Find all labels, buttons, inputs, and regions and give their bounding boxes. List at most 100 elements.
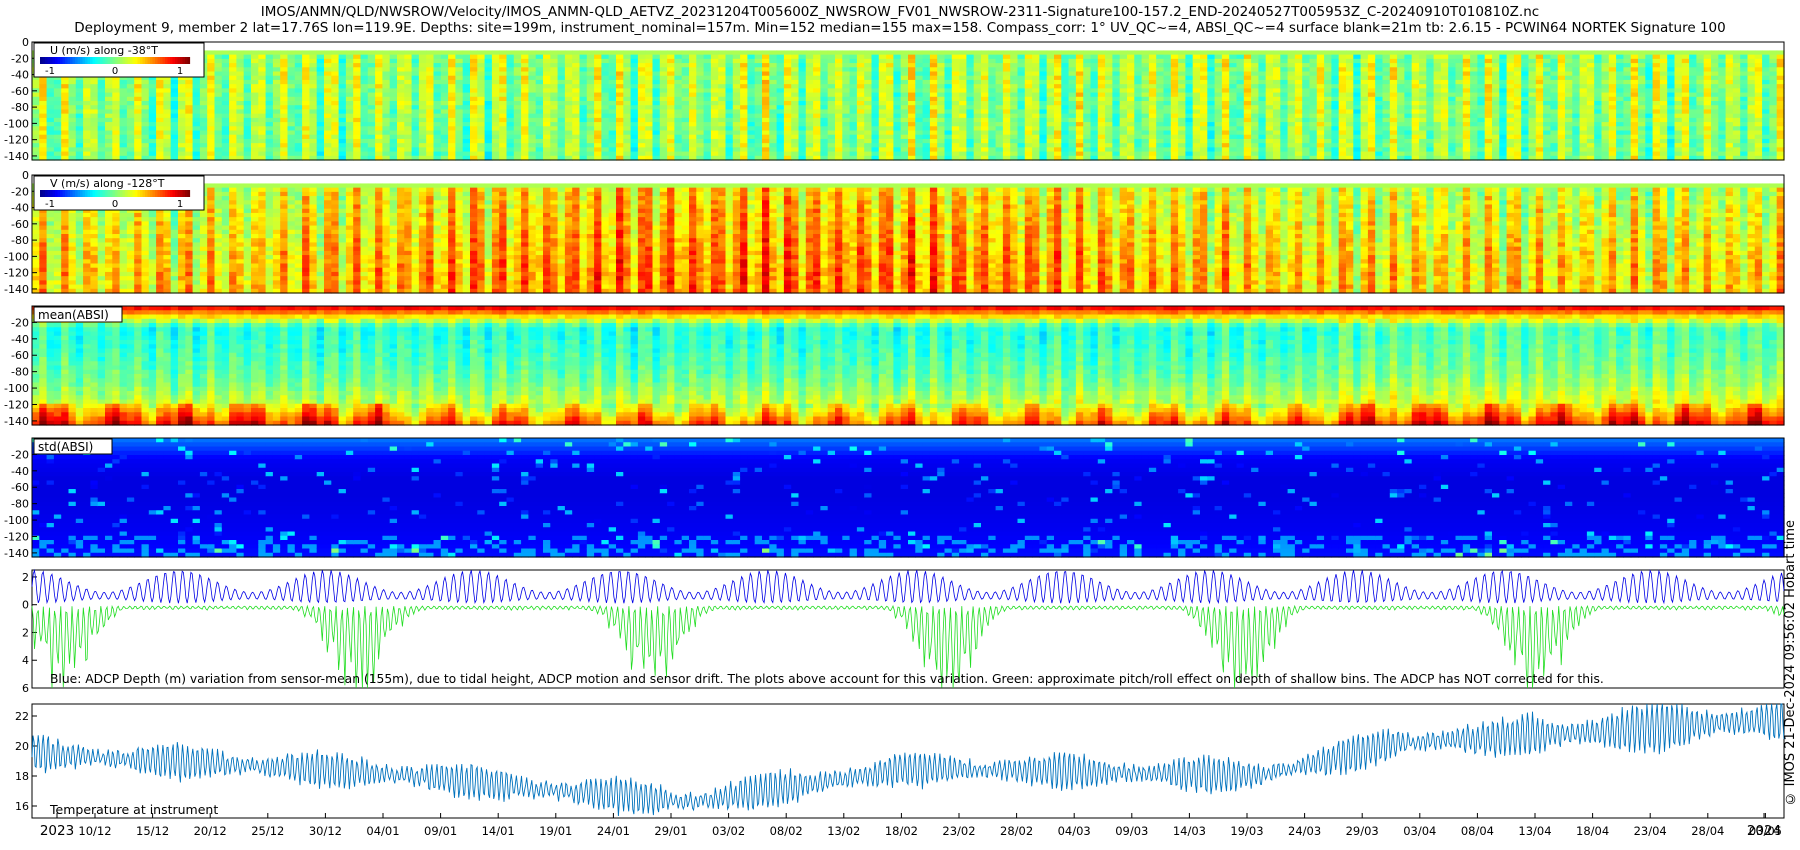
heatmap-cell: [477, 126, 485, 131]
heatmap-cell: [1039, 118, 1047, 123]
heatmap-cell: [565, 126, 573, 131]
heatmap-cell: [777, 93, 785, 98]
heatmap-cell: [623, 67, 631, 72]
heatmap-cell: [799, 152, 807, 157]
heatmap-cell: [32, 135, 40, 140]
heatmap-cell: [674, 63, 682, 68]
heatmap-cell: [1229, 59, 1237, 64]
heatmap-cell: [163, 80, 171, 85]
heatmap-cell: [47, 131, 55, 136]
heatmap-cell: [696, 97, 704, 102]
heatmap-cell: [806, 88, 814, 93]
heatmap-cell: [200, 114, 208, 119]
heatmap-cell: [1331, 139, 1339, 144]
heatmap-cell: [747, 76, 755, 81]
heatmap-cell: [966, 101, 974, 106]
heatmap-cell: [353, 59, 361, 64]
heatmap-cell: [981, 67, 989, 72]
heatmap-cell: [653, 109, 661, 114]
heatmap-cell: [215, 122, 223, 127]
heatmap-cell: [1280, 93, 1288, 98]
heatmap-cell: [1091, 97, 1099, 102]
heatmap-cell: [361, 118, 369, 123]
heatmap-cell: [1295, 109, 1303, 114]
heatmap-cell: [1434, 63, 1442, 68]
heatmap-cell: [105, 114, 113, 119]
heatmap-cell: [244, 114, 252, 119]
heatmap-cell: [244, 109, 252, 114]
heatmap-cell: [251, 80, 259, 85]
heatmap-cell: [112, 131, 120, 136]
heatmap-cell: [1076, 126, 1084, 131]
heatmap-cell: [178, 131, 186, 136]
heatmap-cell: [1193, 67, 1201, 72]
heatmap-cell: [470, 97, 478, 102]
heatmap-cell: [295, 152, 303, 157]
heatmap-cell: [1419, 135, 1427, 140]
heatmap-cell: [616, 55, 624, 60]
heatmap-cell: [966, 105, 974, 110]
heatmap-cell: [90, 109, 98, 114]
heatmap-cell: [280, 109, 288, 114]
heatmap-cell: [616, 131, 624, 136]
heatmap-cell: [1302, 135, 1310, 140]
heatmap-cell: [295, 105, 303, 110]
heatmap-cell: [945, 101, 953, 106]
heatmap-cell: [974, 93, 982, 98]
heatmap-cell: [755, 67, 763, 72]
heatmap-cell: [1185, 139, 1193, 144]
heatmap-cell: [229, 55, 237, 60]
heatmap-cell: [1412, 67, 1420, 72]
heatmap-cell: [1266, 105, 1274, 110]
heatmap-cell: [382, 72, 390, 77]
heatmap-cell: [1361, 67, 1369, 72]
heatmap-cell: [331, 80, 339, 85]
heatmap-cell: [1258, 122, 1266, 127]
heatmap-cell: [521, 67, 529, 72]
heatmap-cell: [1258, 109, 1266, 114]
heatmap-cell: [1295, 84, 1303, 89]
heatmap-cell: [820, 84, 828, 89]
heatmap-cell: [1331, 72, 1339, 77]
heatmap-cell: [1390, 143, 1398, 148]
heatmap-cell: [339, 131, 347, 136]
heatmap-cell: [959, 93, 967, 98]
heatmap-cell: [777, 152, 785, 157]
heatmap-cell: [1368, 118, 1376, 123]
heatmap-cell: [1047, 105, 1055, 110]
heatmap-cell: [412, 152, 420, 157]
heatmap-cell: [945, 63, 953, 68]
heatmap-cell: [419, 67, 427, 72]
heatmap-cell: [696, 122, 704, 127]
heatmap-cell: [1039, 59, 1047, 64]
heatmap-cell: [1193, 72, 1201, 77]
heatmap-cell: [558, 126, 566, 131]
heatmap-cell: [1105, 93, 1113, 98]
heatmap-cell: [1368, 131, 1376, 136]
heatmap-cell: [718, 118, 726, 123]
heatmap-cell: [83, 152, 91, 157]
heatmap-cell: [733, 126, 741, 131]
heatmap-cell: [171, 135, 179, 140]
heatmap-cell: [1105, 135, 1113, 140]
heatmap-cell: [1164, 114, 1172, 119]
heatmap-cell: [587, 72, 595, 77]
heatmap-cell: [1127, 50, 1135, 55]
heatmap-cell: [1003, 67, 1011, 72]
heatmap-cell: [375, 109, 383, 114]
heatmap-cell: [733, 55, 741, 60]
heatmap-cell: [682, 118, 690, 123]
heatmap-cell: [1229, 118, 1237, 123]
heatmap-cell: [543, 118, 551, 123]
heatmap-cell: [660, 101, 668, 106]
heatmap-cell: [850, 143, 858, 148]
heatmap-cell: [1375, 109, 1383, 114]
heatmap-cell: [893, 126, 901, 131]
heatmap-cell: [1353, 93, 1361, 98]
heatmap-cell: [463, 67, 471, 72]
heatmap-cell: [1229, 135, 1237, 140]
heatmap-cell: [222, 63, 230, 68]
heatmap-cell: [842, 97, 850, 102]
heatmap-cell: [974, 122, 982, 127]
heatmap-cell: [382, 80, 390, 85]
